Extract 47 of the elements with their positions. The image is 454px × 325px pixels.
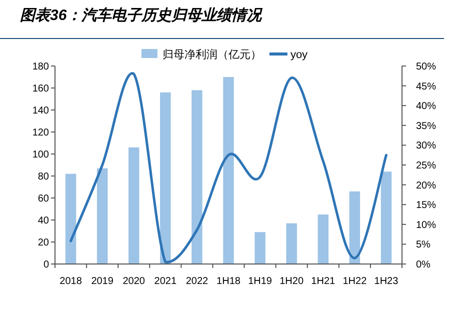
- y2-tick-label: 10%: [416, 220, 436, 231]
- y-tick-label: 100: [32, 150, 50, 160]
- x-tick-label: 1H20: [280, 276, 304, 287]
- bar: [380, 172, 392, 264]
- x-tick-label: 1H21: [311, 276, 336, 287]
- bar: [128, 147, 140, 264]
- line-series: [70, 72, 388, 264]
- y2-tick-label: 20%: [416, 180, 436, 192]
- x-tick-label: 1H19: [248, 276, 272, 287]
- y2-tick-label: 25%: [416, 160, 436, 172]
- y-tick-label: 0: [43, 260, 50, 270]
- x-tick-label: 2018: [60, 276, 82, 287]
- legend-label: yoy: [290, 49, 308, 61]
- bar: [223, 77, 234, 264]
- x-tick-label: 2019: [91, 276, 114, 287]
- chart-title: 图表36：汽车电子历史归母业绩情况: [20, 6, 264, 24]
- y-tick-label: 40: [38, 216, 50, 226]
- y2-tick-label: 40%: [416, 101, 436, 112]
- bar: [254, 232, 266, 264]
- y-tick-label: 140: [32, 106, 50, 116]
- y2-tick-label: 35%: [416, 120, 436, 132]
- bar: [96, 168, 108, 264]
- y2-tick-label: 0%: [416, 260, 431, 270]
- bar: [192, 90, 202, 264]
- y2-tick-label: 15%: [416, 200, 436, 212]
- bar: [318, 214, 328, 264]
- x-tick-label: 2021: [154, 276, 177, 287]
- y-tick-label: 20: [38, 238, 50, 248]
- y-tick-label: 80: [38, 172, 50, 182]
- bar: [349, 191, 360, 264]
- x-tick-label: 1H18: [216, 276, 241, 287]
- y2-tick-label: 5%: [416, 240, 431, 251]
- y2-tick-label: 45%: [416, 81, 436, 92]
- y-tick-label: 60: [38, 194, 50, 204]
- x-tick-label: 1H22: [342, 276, 368, 287]
- x-tick-label: 2020: [122, 276, 146, 287]
- y-tick-label: 160: [32, 84, 50, 94]
- y2-tick-label: 30%: [416, 140, 436, 152]
- bar: [160, 92, 171, 264]
- x-tick-label: 2022: [186, 276, 209, 287]
- y-tick-label: 180: [32, 62, 50, 72]
- bar: [65, 174, 76, 264]
- legend-label: 归母净利润（亿元）: [162, 48, 262, 61]
- x-tick-label: 1H23: [374, 276, 399, 287]
- bar: [286, 223, 297, 264]
- y-tick-label: 120: [32, 128, 50, 138]
- y2-tick-label: 50%: [416, 62, 436, 72]
